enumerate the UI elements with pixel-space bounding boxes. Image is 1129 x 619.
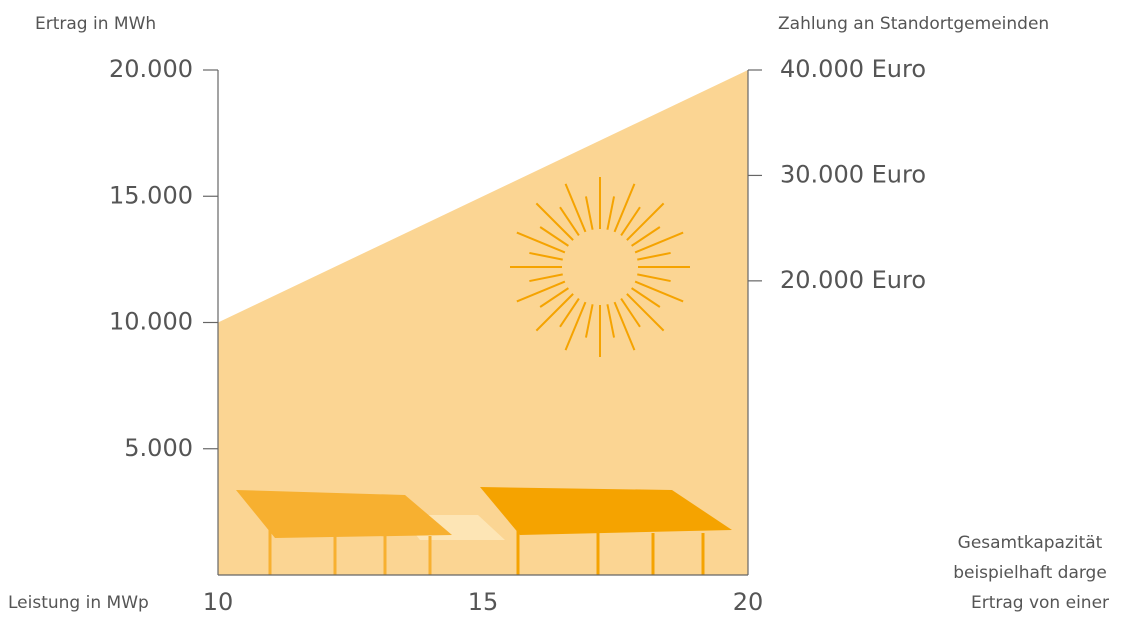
annotation: Ertrag von einer [971, 593, 1109, 613]
x-tick-label: 20 [733, 588, 764, 615]
y-tick-label: 20.000 [109, 55, 193, 83]
y2-tick-label: 20.000 Euro [780, 266, 926, 294]
y-tick-label: 15.000 [109, 181, 193, 209]
y-tick-label: 10.000 [109, 308, 193, 336]
x-tick-label: 10 [203, 588, 234, 615]
x-tick-label: 15 [468, 588, 499, 615]
annotation: beispielhaft darge [953, 563, 1107, 583]
y2-tick-label: 30.000 Euro [780, 160, 926, 188]
chart: Ertrag in MWh Zahlung an Standortgemeind… [0, 0, 1129, 615]
y2-tick-label: 40.000 Euro [780, 55, 926, 83]
y-tick-label: 5.000 [124, 434, 193, 462]
annotation: Gesamtkapazität [958, 533, 1103, 553]
page: {"chart_data": {"type": "area", "y_label… [0, 0, 1129, 615]
x-axis-label: Leistung in MWp [8, 593, 149, 613]
y2-axis-label: Zahlung an Standortgemeinden [778, 14, 1049, 34]
y-axis-label: Ertrag in MWh [35, 14, 156, 34]
